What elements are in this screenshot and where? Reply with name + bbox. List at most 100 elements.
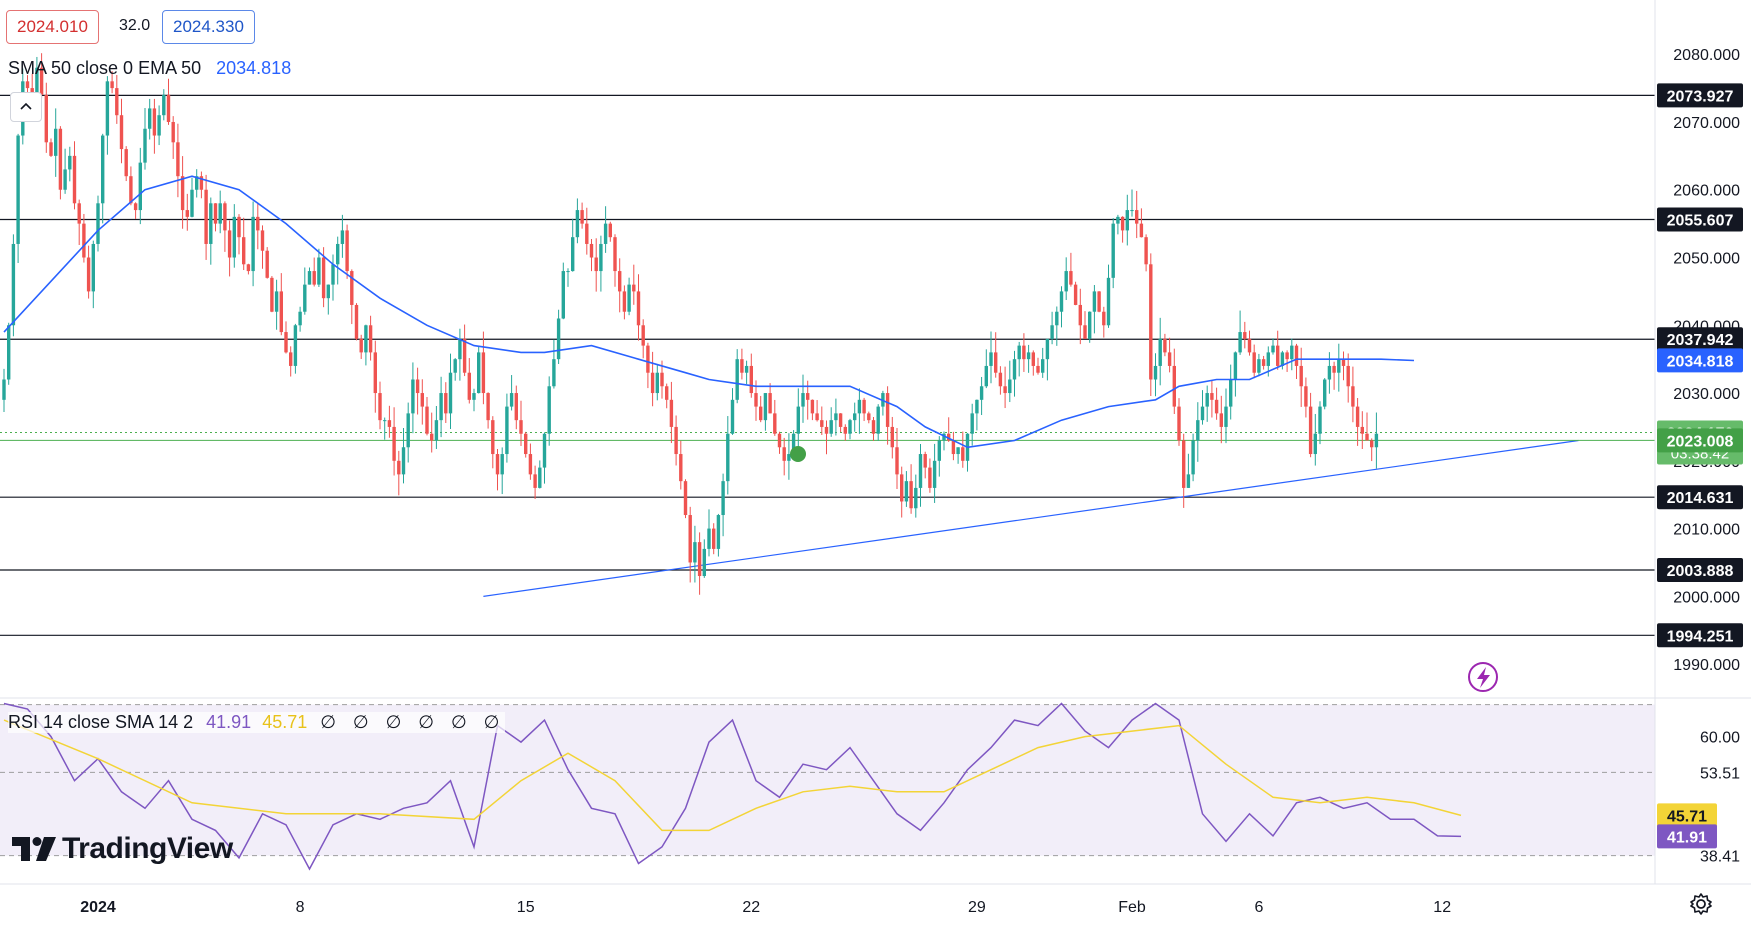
candle[interactable] [989, 352, 993, 366]
candle[interactable] [289, 352, 293, 366]
sma-50-line[interactable] [3, 175, 1415, 449]
candle[interactable] [890, 426, 894, 448]
price-pane[interactable] [0, 53, 1655, 692]
candle[interactable] [1064, 271, 1068, 292]
candle[interactable] [1022, 345, 1026, 360]
candle[interactable] [683, 481, 688, 516]
candle[interactable] [589, 243, 594, 258]
candle[interactable] [1285, 352, 1289, 360]
candle[interactable] [665, 386, 669, 400]
candle[interactable] [35, 67, 39, 109]
candle[interactable] [1012, 359, 1017, 380]
candle[interactable] [444, 393, 448, 414]
candle[interactable] [975, 399, 979, 414]
candle[interactable] [796, 406, 800, 434]
candle[interactable] [453, 359, 457, 373]
candle[interactable] [806, 393, 810, 400]
candle[interactable] [740, 359, 744, 373]
candle[interactable] [547, 386, 551, 434]
candle[interactable] [585, 223, 589, 244]
candle[interactable] [1351, 386, 1355, 407]
candle[interactable] [636, 291, 641, 326]
candle[interactable] [242, 237, 246, 265]
candle[interactable] [387, 420, 392, 427]
candle[interactable] [195, 176, 199, 190]
candle[interactable] [1219, 413, 1223, 427]
candle[interactable] [1337, 359, 1341, 373]
candle[interactable] [500, 454, 504, 475]
candle[interactable] [1031, 352, 1035, 366]
candle[interactable] [773, 413, 777, 434]
candle[interactable] [1224, 406, 1228, 427]
candle[interactable] [1045, 338, 1050, 360]
rsi-sma-line[interactable] [3, 719, 1462, 832]
candle[interactable] [824, 426, 829, 434]
candle[interactable] [928, 467, 932, 488]
candle[interactable] [227, 230, 232, 258]
rsi-legend[interactable]: RSI 14 close SMA 14 2 41.91 45.71 ∅ ∅ ∅ … [8, 712, 506, 733]
candle[interactable] [1294, 345, 1299, 366]
candle[interactable] [970, 413, 974, 434]
candle[interactable] [707, 528, 711, 549]
candle[interactable] [157, 115, 161, 136]
candle[interactable] [726, 433, 730, 482]
candle[interactable] [326, 284, 330, 299]
event-marker-icon[interactable] [790, 446, 806, 462]
candle[interactable] [1135, 210, 1139, 224]
candle[interactable] [1210, 393, 1214, 400]
candle[interactable] [312, 271, 316, 285]
candle[interactable] [603, 223, 608, 244]
candle[interactable] [298, 311, 302, 326]
candle[interactable] [1106, 277, 1111, 326]
candle[interactable] [1261, 359, 1266, 366]
candle[interactable] [702, 548, 706, 577]
candle[interactable] [481, 352, 486, 394]
candle[interactable] [237, 216, 241, 238]
candle[interactable] [96, 203, 100, 244]
candle[interactable] [190, 189, 194, 217]
candle[interactable] [425, 406, 429, 434]
candle[interactable] [1271, 345, 1275, 353]
candle[interactable] [1205, 393, 1209, 407]
candle[interactable] [641, 325, 645, 346]
candle[interactable] [542, 433, 547, 468]
candle[interactable] [1125, 210, 1129, 231]
candle[interactable] [251, 216, 255, 272]
candle[interactable] [885, 393, 890, 427]
candle[interactable] [552, 359, 556, 387]
candle[interactable] [1360, 426, 1364, 434]
candle[interactable] [1167, 352, 1172, 366]
candle[interactable] [284, 332, 288, 353]
candle[interactable] [759, 406, 763, 421]
candle[interactable] [1097, 291, 1101, 312]
candle[interactable] [519, 420, 523, 434]
candle[interactable] [133, 203, 138, 211]
candle[interactable] [420, 393, 424, 407]
candle[interactable] [232, 216, 236, 258]
candle[interactable] [843, 426, 847, 434]
rsi-line[interactable] [3, 702, 1462, 871]
candle[interactable] [340, 230, 345, 244]
candle[interactable] [904, 481, 909, 502]
candle[interactable] [383, 420, 387, 422]
candle[interactable] [364, 325, 368, 353]
candle[interactable] [1149, 264, 1153, 380]
candle[interactable] [467, 372, 471, 400]
candle[interactable] [7, 325, 11, 380]
candle[interactable] [392, 426, 396, 461]
sma-legend[interactable]: SMA 50 close 0 EMA 50 2034.818 [8, 58, 291, 79]
candle[interactable] [1111, 223, 1115, 278]
trendline[interactable] [483, 439, 1579, 597]
candle[interactable] [397, 460, 401, 475]
candle[interactable] [1327, 365, 1332, 380]
candle[interactable] [951, 440, 956, 455]
candle[interactable] [556, 318, 561, 360]
candle[interactable] [1346, 365, 1350, 387]
candle[interactable] [909, 481, 913, 509]
candle[interactable] [787, 454, 791, 461]
candle[interactable] [994, 352, 998, 373]
candle[interactable] [124, 149, 128, 177]
candle[interactable] [265, 250, 269, 278]
candle[interactable] [679, 454, 683, 482]
